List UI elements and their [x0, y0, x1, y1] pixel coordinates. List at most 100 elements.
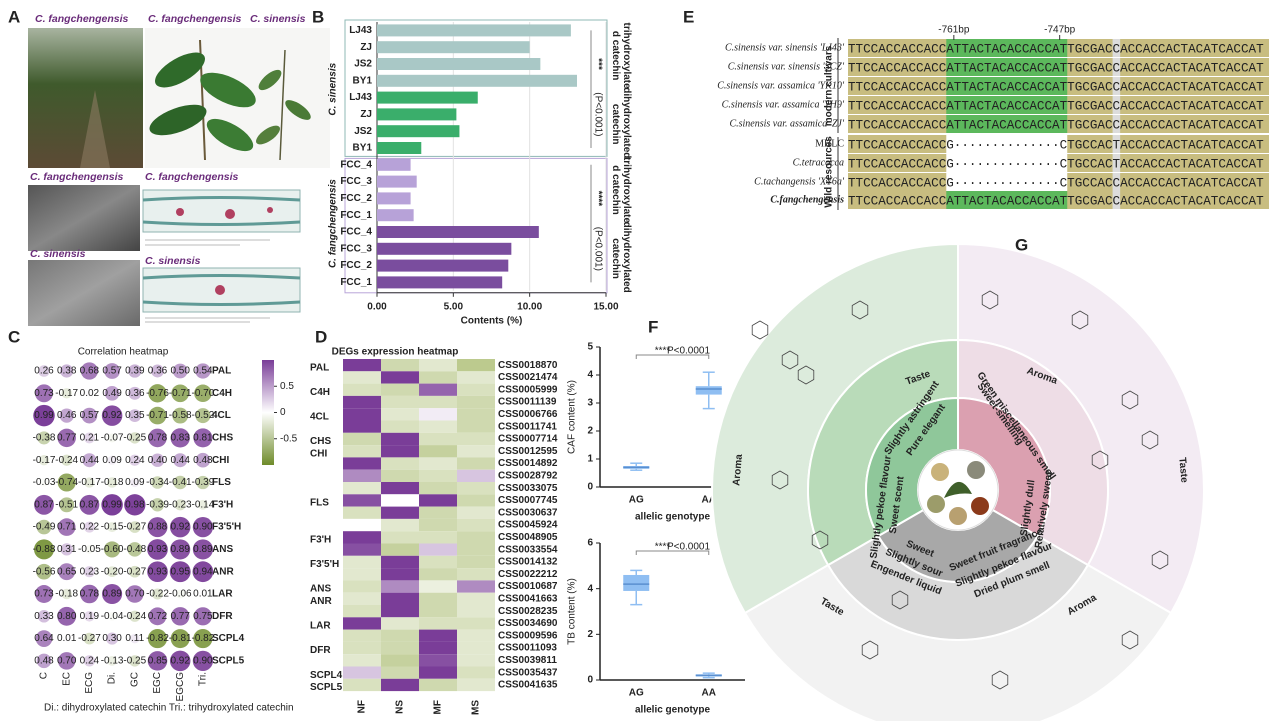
cell-label: -0.18 [101, 477, 124, 488]
photo-caption: C. fangchengensis [145, 171, 239, 183]
heatmap-cell [381, 395, 419, 409]
gene-label: CSS0034690 [498, 618, 558, 629]
cell-label: 0.90 [193, 656, 213, 667]
heatmap-cell [343, 654, 381, 667]
heatmap-cell [381, 420, 419, 433]
cell-label: 0.09 [125, 477, 145, 488]
heatmap-cell [381, 629, 419, 642]
heatmap-cell [343, 555, 381, 569]
cell-label: 0.23 [80, 566, 100, 577]
cell-label: -0.17 [55, 388, 78, 399]
y-tick-label: 2 [587, 629, 593, 640]
heatmap-cell [419, 617, 457, 630]
cell-label: 0.57 [80, 410, 100, 421]
cell-label: 0.09 [102, 455, 122, 466]
correlation-cell [192, 650, 214, 672]
sequence-label: C.sinensis var. assamica 'ZJ' [729, 118, 844, 129]
cell-label: 0.65 [57, 566, 77, 577]
heatmap-cell [419, 383, 457, 396]
heatmap-cell [343, 408, 381, 421]
heatmap-cell [381, 654, 419, 667]
cell-label: 0.77 [170, 611, 190, 622]
correlation-cell [192, 516, 214, 538]
column-label: ECG [84, 672, 95, 694]
cell-label: -0.27 [123, 566, 146, 577]
bar [377, 209, 414, 222]
correlation-cell [101, 405, 123, 426]
cell-label: 0.70 [57, 656, 77, 667]
cell-label: 0.92 [102, 410, 122, 421]
cell-label: -0.41 [169, 477, 192, 488]
correlation-cell [82, 453, 97, 468]
cell-label: 0.46 [57, 410, 77, 421]
variant-column [1112, 58, 1121, 76]
row-label: ANR [212, 566, 234, 577]
heatmap-cell [457, 359, 495, 372]
sequence: TTCCACCACCACCG··············CTGCCACTACCA… [848, 157, 1264, 171]
correlation-cell [84, 611, 95, 622]
cell-label: -0.24 [123, 611, 146, 622]
cell-label: -0.13 [101, 656, 124, 667]
heatmap-cell [381, 580, 419, 593]
correlation-cell [195, 363, 211, 379]
colorbar-label: 0 [280, 407, 286, 418]
motif-highlight [946, 96, 1068, 114]
cell-label: 0.22 [80, 522, 100, 533]
heatmap-cell [381, 617, 419, 630]
correlation-cell [129, 655, 141, 667]
column-label: C [39, 672, 50, 679]
correlation-cell [37, 431, 51, 445]
motif-highlight [946, 39, 1068, 57]
molecule [891, 590, 909, 610]
bar [377, 91, 478, 104]
category-label: LJ43 [349, 92, 372, 103]
cell-label: 0.89 [170, 544, 190, 555]
cell-label: -0.82 [192, 633, 215, 644]
cell-label: -0.27 [78, 633, 101, 644]
series-label: dihydroxylated catechin [610, 87, 632, 158]
heatmap-cell [419, 371, 457, 384]
significance-stars: *** [592, 58, 603, 70]
correlation-cell [35, 585, 53, 603]
correlation-cell [130, 633, 140, 644]
heatmap-cell [381, 432, 419, 446]
cell-label: -0.18 [55, 589, 78, 600]
row-label: FLS [212, 477, 231, 488]
gene-label: CSS0028235 [498, 606, 558, 617]
gene-label: CSS0021474 [498, 372, 558, 383]
heatmap-cell [457, 395, 495, 409]
molecule [1091, 450, 1109, 470]
cell-label: 0.50 [170, 366, 190, 377]
heatmap-cell [457, 432, 495, 446]
motif-highlight [946, 191, 1068, 209]
row-label: CHI [212, 455, 229, 466]
heatmap-cell [419, 420, 457, 433]
gene-label: CSS0014892 [498, 458, 558, 469]
correlation-cell [169, 516, 191, 538]
correlation-cell [128, 521, 141, 533]
series-label: trihydroxylated catechin [610, 23, 632, 90]
y-tick-label: 4 [587, 370, 593, 381]
gene-label: CSS0012595 [498, 446, 558, 457]
heatmap-cell [419, 432, 457, 446]
significance-bracket [635, 354, 710, 359]
heatmap-cell [343, 678, 381, 692]
tea-sample [927, 495, 945, 513]
cell-label: 0.11 [125, 633, 144, 644]
correlation-cell [147, 651, 168, 671]
y-tick-label: 6 [587, 538, 593, 549]
gene-family-label: CHS [310, 436, 331, 447]
correlation-cell [36, 563, 52, 580]
correlation-cell [60, 543, 73, 556]
cell-label: -0.39 [192, 477, 215, 488]
correlation-cell [38, 365, 50, 377]
gene-label: CSS0041635 [498, 680, 558, 691]
variant-column [1112, 115, 1121, 133]
correlation-cell [170, 428, 190, 448]
cell-label: -0.03 [33, 477, 56, 488]
correlation-cell [101, 494, 123, 516]
heatmap-cell [419, 445, 457, 458]
heatmap-cell [381, 383, 419, 396]
column-label: EGCG [175, 672, 186, 702]
column-label: Di. [107, 672, 118, 684]
